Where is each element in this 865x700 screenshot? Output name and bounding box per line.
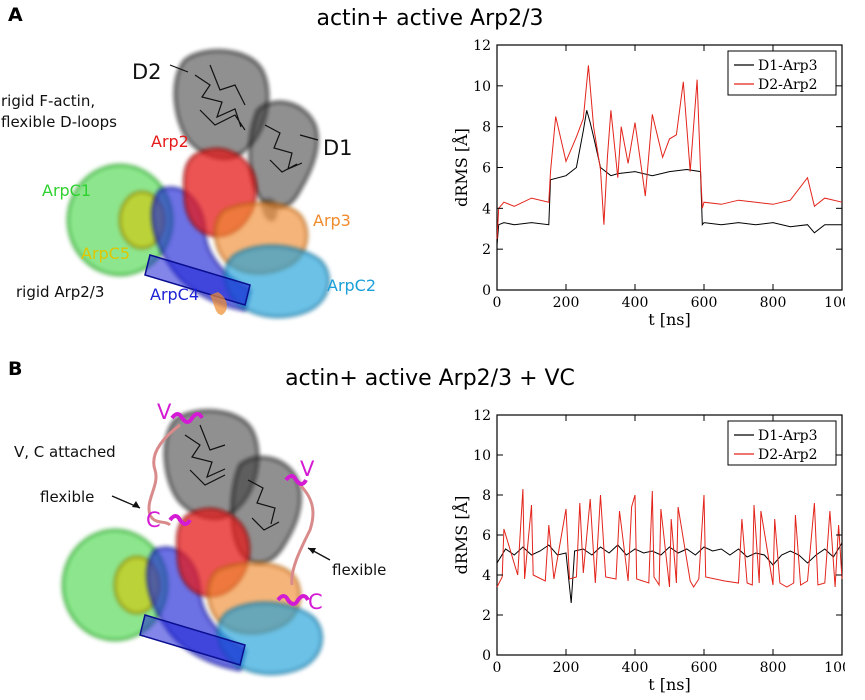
chart-a-ytick-label: 10 [473, 79, 491, 95]
chart-b-xtick-label: 600 [691, 660, 718, 676]
chart-a-xtick-label: 200 [553, 295, 580, 311]
actin-d2-backbone [194, 64, 246, 131]
panel-a-title: actin+ active Arp2/3 [316, 6, 544, 31]
panel-a-letter: A [8, 4, 23, 26]
arrow-flexible-left [111, 495, 141, 509]
vc-linker-right [290, 483, 315, 586]
chart-b-xlabel: t [ns] [648, 675, 691, 694]
label-arpc4: ArpC4 [150, 285, 200, 304]
chart-a-ytick-label: 4 [482, 201, 491, 217]
arrow-flexible-right [307, 547, 331, 561]
label-v-top: V [157, 400, 172, 424]
chart-a-xtick-label: 0 [493, 295, 502, 311]
chart-b-ytick-label: 2 [482, 608, 491, 624]
chart-a-xtick-label: 600 [691, 295, 718, 311]
chart-a-xlabel: t [ns] [648, 310, 691, 329]
chart-b-ytick-label: 4 [482, 568, 491, 584]
chart-b-xtick-label: 200 [553, 660, 580, 676]
label-d2: D2 [132, 60, 162, 84]
chart-a-ytick-label: 6 [482, 161, 491, 177]
chart-b-ytick-label: 8 [482, 488, 491, 504]
chart-b-ylabel: dRMS [Å] [451, 496, 471, 575]
chart-b-ytick-label: 6 [482, 528, 491, 544]
arpc2-density [224, 244, 330, 318]
label-v-right: V [300, 457, 315, 481]
label-d1: D1 [323, 136, 353, 160]
label-arpc2: ArpC2 [327, 276, 377, 295]
chart-b-xtick-label: 1000 [824, 660, 845, 676]
chart-a-legend-entry: D1-Arp3 [758, 58, 818, 74]
chart-b-legend-entry: D2-Arp2 [758, 447, 818, 463]
chart-b-ytick-label: 12 [473, 408, 491, 424]
vc-linker-left [147, 423, 181, 527]
label-c-left: C [146, 508, 161, 532]
arp3-tail [210, 292, 227, 315]
label-flexible-right: flexible [332, 561, 387, 579]
chart-b-legend-box [727, 420, 837, 466]
label-rigid-arp23: rigid Arp2/3 [16, 283, 105, 301]
chart-a-xtick-label: 800 [760, 295, 787, 311]
chart-a-ytick-label: 0 [482, 283, 491, 299]
chart-b-legend-entry: D1-Arp3 [758, 428, 818, 444]
chart-a-xtick-label: 400 [622, 295, 649, 311]
chart-a-ytick-label: 12 [473, 38, 491, 54]
chart-a-ylabel: dRMS [Å] [451, 128, 471, 207]
label-arp3: Arp3 [313, 211, 351, 230]
label-arpc1: ArpC1 [42, 181, 92, 200]
c-helix-left [168, 514, 192, 526]
panel-b-drms-chart: 0 200 400 600 800 1000 0 2 4 6 8 10 12 t [ns] dRMS [Å]… [451, 408, 845, 694]
chart-a-series-d1-arp3 [496, 110, 842, 246]
label-rigid-factin: rigid F-actin, [1, 92, 96, 110]
label-vc-attached: V, C attached [14, 443, 116, 461]
label-arp2: Arp2 [151, 132, 189, 151]
panel-b-molecule-render [62, 409, 331, 675]
actin-d1-backbone [264, 124, 303, 173]
chart-b-xtick-label: 0 [493, 660, 502, 676]
v-helix-right [284, 474, 308, 486]
panel-a-drms-chart: 0 200 400 600 800 1000 0 2 4 6 8 10 12 t [ns] dRMS [Å]… [451, 38, 845, 329]
label-flexible-dloops: flexible D-loops [1, 113, 117, 131]
v-helix-left [170, 412, 204, 424]
chart-a-ytick-label: 8 [482, 120, 491, 136]
c-helix-right [276, 594, 310, 606]
chart-a-legend-box [727, 50, 837, 96]
panel-b-letter: B [8, 358, 23, 380]
panel-a-molecule-render [67, 49, 330, 318]
chart-b-ytick-label: 0 [482, 648, 491, 664]
chart-a-ytick-label: 2 [482, 242, 491, 258]
panel-b-title: actin+ active Arp2/3 + VC [285, 366, 575, 391]
chart-b-xtick-label: 400 [622, 660, 649, 676]
chart-b-series-d2-arp2 [496, 488, 843, 588]
label-c-right: C [308, 590, 323, 614]
chart-b-xtick-label: 800 [760, 660, 787, 676]
chart-a-xtick-label: 1000 [824, 295, 845, 311]
arpc4-helix [144, 254, 251, 306]
label-arpc5: ArpC5 [81, 244, 131, 263]
chart-b-ytick-label: 10 [473, 448, 491, 464]
chart-a-series-d2-arp2 [496, 65, 843, 240]
label-flexible-left: flexible [40, 488, 95, 506]
chart-a-legend-entry: D2-Arp2 [758, 77, 818, 93]
